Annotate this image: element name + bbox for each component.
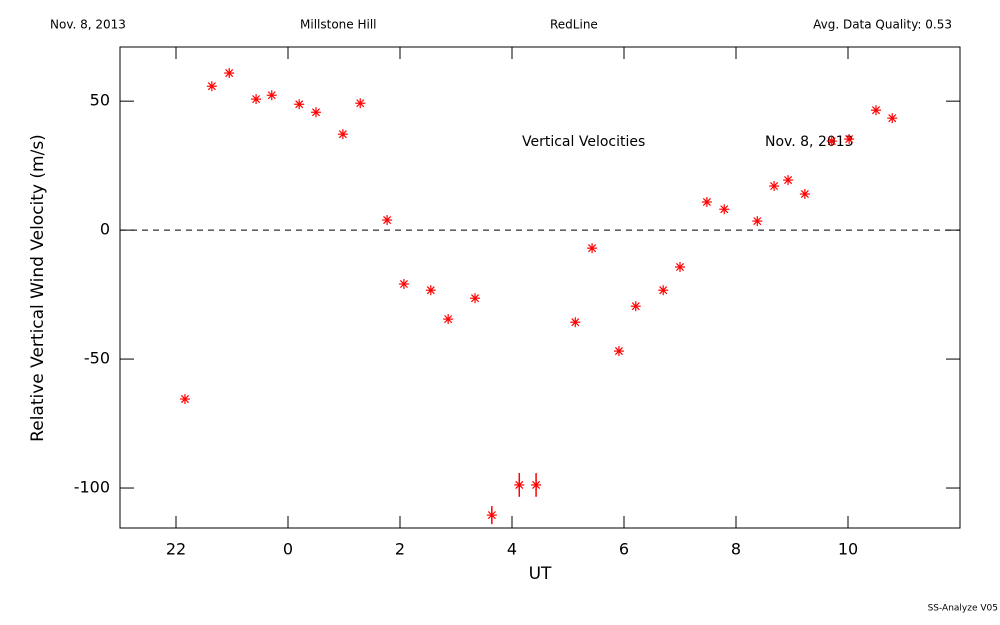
y-axis-label: Relative Vertical Wind Velocity (m/s) bbox=[28, 134, 48, 442]
point bbox=[486, 510, 497, 521]
point bbox=[826, 136, 837, 147]
point bbox=[871, 105, 881, 116]
point-stroke bbox=[180, 395, 189, 404]
point-stroke bbox=[659, 286, 668, 295]
point bbox=[887, 113, 898, 124]
point-stroke bbox=[207, 82, 216, 91]
point-stroke bbox=[845, 135, 854, 144]
point-stroke bbox=[383, 216, 392, 225]
point bbox=[658, 285, 669, 296]
y-tick-label: -50 bbox=[84, 349, 110, 368]
point-stroke bbox=[225, 69, 234, 78]
point bbox=[675, 261, 685, 272]
point-stroke bbox=[515, 480, 524, 489]
point-stroke bbox=[295, 100, 304, 109]
point bbox=[294, 99, 305, 110]
y-tick-label: 0 bbox=[100, 220, 110, 239]
point bbox=[531, 479, 542, 490]
point-stroke bbox=[311, 108, 321, 117]
x-tick-label: 6 bbox=[619, 540, 629, 559]
point-stroke bbox=[614, 347, 623, 356]
annotation: Vertical Velocities bbox=[522, 134, 645, 150]
header-site: Millstone Hill bbox=[300, 18, 376, 32]
point-stroke bbox=[399, 279, 408, 289]
point bbox=[251, 94, 262, 105]
point bbox=[179, 394, 190, 405]
x-axis-label: UT bbox=[529, 564, 552, 584]
point bbox=[206, 81, 217, 92]
point-stroke bbox=[753, 217, 762, 226]
x-tick-label: 22 bbox=[166, 540, 186, 559]
point-stroke bbox=[631, 302, 640, 311]
y-tick-label: 50 bbox=[90, 91, 110, 110]
header-date: Nov. 8, 2013 bbox=[50, 18, 126, 32]
point bbox=[224, 68, 235, 79]
point bbox=[719, 204, 730, 215]
point bbox=[613, 346, 624, 357]
point-stroke bbox=[356, 99, 365, 108]
point-stroke bbox=[871, 106, 881, 115]
header-quality: Avg. Data Quality: 0.53 bbox=[813, 18, 952, 32]
point bbox=[337, 129, 348, 140]
point bbox=[425, 285, 436, 296]
point-stroke bbox=[267, 91, 276, 100]
plot-frame bbox=[119, 46, 961, 529]
point bbox=[570, 317, 581, 328]
point bbox=[398, 279, 409, 290]
x-tick-label: 8 bbox=[731, 540, 741, 559]
x-tick-label: 10 bbox=[838, 540, 858, 559]
point bbox=[382, 215, 393, 226]
point bbox=[311, 107, 321, 118]
point bbox=[752, 216, 763, 227]
point bbox=[443, 314, 454, 325]
x-tick-label: 4 bbox=[507, 540, 517, 559]
point bbox=[470, 293, 481, 304]
point bbox=[769, 181, 780, 192]
point-stroke bbox=[471, 294, 480, 303]
x-tick-label: 0 bbox=[283, 540, 293, 559]
point bbox=[630, 301, 641, 312]
footer: SS-Analyze V05 bbox=[928, 604, 998, 614]
point bbox=[701, 197, 712, 208]
point-stroke bbox=[444, 315, 453, 324]
point-stroke bbox=[770, 181, 779, 191]
point bbox=[355, 98, 366, 109]
point-stroke bbox=[426, 286, 435, 295]
point bbox=[587, 243, 598, 254]
point-stroke bbox=[588, 244, 597, 253]
header-line: RedLine bbox=[550, 18, 598, 32]
point-stroke bbox=[800, 189, 809, 199]
x-tick-label: 2 bbox=[395, 540, 405, 559]
point-stroke bbox=[702, 197, 711, 207]
point-stroke bbox=[784, 176, 793, 185]
point-stroke bbox=[888, 114, 897, 123]
point bbox=[266, 90, 277, 101]
point bbox=[783, 175, 794, 186]
point-stroke bbox=[532, 480, 541, 489]
point-stroke bbox=[252, 95, 261, 104]
point bbox=[844, 134, 855, 145]
y-tick-label: -100 bbox=[74, 478, 110, 497]
point-stroke bbox=[487, 511, 496, 520]
point-stroke bbox=[338, 130, 347, 139]
point-stroke bbox=[675, 262, 685, 272]
point bbox=[799, 189, 810, 200]
point-stroke bbox=[571, 318, 580, 327]
annotation: Nov. 8, 2013 bbox=[765, 134, 854, 150]
point-stroke bbox=[827, 137, 836, 146]
point-stroke bbox=[720, 205, 729, 214]
point bbox=[514, 479, 525, 490]
